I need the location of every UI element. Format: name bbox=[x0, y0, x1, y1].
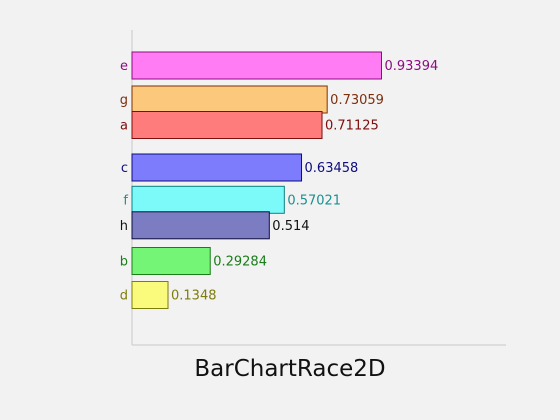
category-label-f: f bbox=[123, 193, 128, 208]
value-label-a: 0.71125 bbox=[325, 119, 379, 134]
category-label-h: h bbox=[120, 219, 128, 234]
value-label-c: 0.63458 bbox=[305, 161, 359, 176]
value-label-b: 0.29284 bbox=[213, 255, 267, 270]
bars-group: e 0.93394 g 0.73059 a 0.71125 c 0.63458 f 0.57021… bbox=[120, 51, 438, 309]
bar-g bbox=[131, 85, 328, 114]
bar-h bbox=[131, 211, 270, 240]
category-label-d: d bbox=[120, 289, 128, 304]
bar-f bbox=[131, 185, 285, 214]
category-label-a: a bbox=[120, 119, 128, 134]
bar-d bbox=[131, 281, 169, 309]
category-label-e: e bbox=[120, 59, 128, 74]
value-label-d: 0.1348 bbox=[171, 289, 217, 304]
bar-b bbox=[131, 247, 211, 275]
value-label-f: 0.57021 bbox=[287, 193, 341, 208]
chart-title: BarChartRace2D bbox=[194, 356, 386, 382]
category-label-c: c bbox=[121, 161, 128, 176]
bar-a bbox=[131, 111, 323, 139]
bar-e bbox=[131, 51, 382, 80]
bar-c bbox=[131, 153, 303, 182]
value-label-e: 0.93394 bbox=[384, 59, 438, 74]
value-label-h: 0.514 bbox=[272, 219, 309, 234]
value-label-g: 0.73059 bbox=[330, 93, 384, 108]
category-label-b: b bbox=[120, 255, 128, 270]
category-label-g: g bbox=[120, 93, 128, 108]
